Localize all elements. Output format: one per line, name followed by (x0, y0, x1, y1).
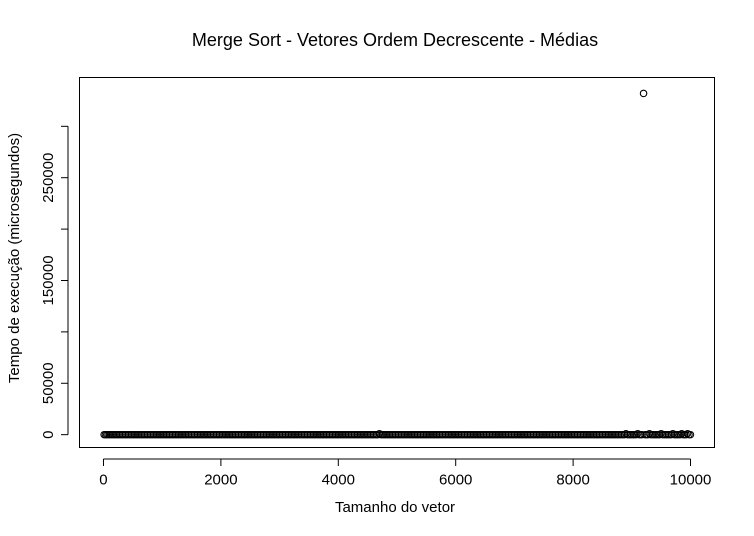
data-point (632, 430, 640, 439)
data-point (644, 430, 652, 439)
y-tick-label: 50000 (40, 362, 57, 404)
data-point (676, 430, 684, 439)
outlier-point (639, 89, 648, 98)
x-tick-label: 4000 (322, 471, 355, 488)
y-axis: 0 50000 150000 250000 (40, 125, 69, 439)
y-tick-label: 150000 (40, 255, 57, 305)
x-tick-label: 10000 (670, 471, 712, 488)
data-point (655, 430, 664, 439)
y-tick-label: 250000 (40, 153, 57, 203)
data-point (638, 430, 646, 439)
x-tick-label: 2000 (204, 471, 237, 488)
x-tick-label: 6000 (439, 471, 472, 488)
y-axis-label: Tempo de execução (microsegundos) (6, 133, 23, 383)
plot-frame (79, 77, 715, 448)
data-point (667, 430, 676, 439)
y-tick-label: 0 (40, 430, 57, 438)
x-axis: 0 2000 4000 6000 8000 10000 (99, 458, 712, 488)
x-axis-label: Tamanho do vetor (335, 499, 455, 516)
data-point (682, 430, 690, 439)
data-point (686, 430, 695, 439)
data-point (374, 430, 382, 439)
x-tick-label: 8000 (556, 471, 589, 488)
x-tick-label: 0 (99, 471, 107, 488)
chart-title: Merge Sort - Vetores Ordem Decrescente -… (192, 30, 598, 50)
data-point (620, 430, 629, 439)
data-points (100, 89, 695, 439)
